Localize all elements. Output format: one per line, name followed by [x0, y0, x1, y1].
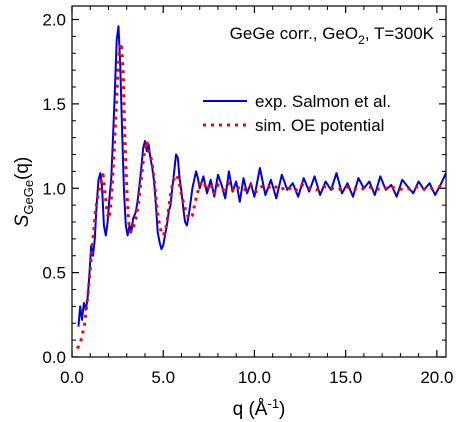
x-tick-label: 20.0 [420, 368, 453, 387]
legend: exp. Salmon et al. sim. OE potential [203, 92, 391, 135]
y-tick-label: 1.0 [42, 179, 66, 198]
plot-frame [71, 5, 447, 358]
legend-label-exp: exp. Salmon et al. [255, 92, 391, 111]
x-tick-label: 5.0 [151, 368, 175, 387]
y-tick-label: 1.5 [42, 95, 66, 114]
series-layer [76, 25, 446, 350]
x-tick-label: 15.0 [329, 368, 362, 387]
x-axis-label: q (Å-1) [233, 396, 286, 420]
x-tick-label: 0.0 [60, 368, 84, 387]
legend-label-sim: sim. OE potential [255, 116, 384, 135]
y-tick-label: 0.5 [42, 264, 66, 283]
chart-annotation: GeGe corr., GeO2, T=300K [230, 24, 435, 47]
ticks-layer: 0.0 5.0 10.0 15.0 20.0 0.0 0.5 1.0 1.5 2.0 [42, 6, 453, 387]
series-line-sim [76, 41, 446, 350]
y-axis-label: SGeGe(q) [12, 157, 36, 228]
y-tick-label: 2.0 [42, 11, 66, 30]
y-tick-label: 0.0 [42, 348, 66, 367]
x-tick-label: 10.0 [238, 368, 271, 387]
series-line-exp [77, 25, 446, 327]
